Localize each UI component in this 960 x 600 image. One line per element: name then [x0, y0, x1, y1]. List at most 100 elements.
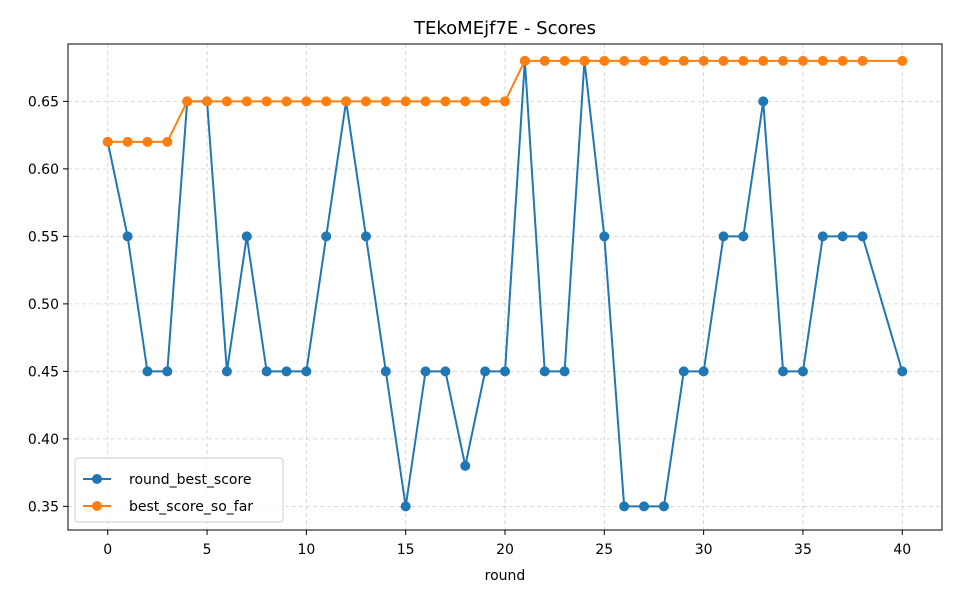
data-point-round_best_score: [619, 501, 630, 512]
data-point-best_score_so_far: [261, 96, 272, 107]
data-point-best_score_so_far: [559, 55, 570, 66]
series-best_score_so_far: [102, 55, 908, 147]
data-point-best_score_so_far: [182, 96, 193, 107]
x-tick-label: 30: [695, 542, 713, 558]
data-point-best_score_so_far: [221, 96, 232, 107]
series-layer: [102, 55, 908, 512]
data-point-round_best_score: [738, 231, 749, 242]
y-tick-label: 0.35: [28, 499, 59, 515]
data-point-round_best_score: [658, 501, 669, 512]
data-point-round_best_score: [440, 366, 451, 377]
data-point-best_score_so_far: [718, 55, 729, 66]
data-point-best_score_so_far: [142, 136, 153, 147]
data-point-best_score_so_far: [321, 96, 332, 107]
data-point-best_score_so_far: [202, 96, 213, 107]
x-tick-label: 35: [794, 542, 812, 558]
data-point-round_best_score: [500, 366, 510, 377]
data-point-round_best_score: [897, 366, 908, 377]
legend-marker-round_best_score: [92, 474, 102, 484]
data-point-round_best_score: [380, 366, 391, 377]
data-point-round_best_score: [281, 366, 292, 377]
data-point-best_score_so_far: [162, 136, 173, 147]
y-tick-label: 0.55: [28, 229, 59, 245]
data-point-round_best_score: [142, 366, 153, 377]
data-point-best_score_so_far: [837, 55, 848, 66]
data-point-best_score_so_far: [460, 96, 471, 107]
data-point-best_score_so_far: [738, 55, 749, 66]
x-tick-label: 20: [496, 542, 514, 558]
data-point-best_score_so_far: [281, 96, 292, 107]
data-point-round_best_score: [718, 231, 729, 242]
data-point-best_score_so_far: [480, 96, 491, 107]
data-point-best_score_so_far: [599, 55, 610, 66]
x-tick-label: 5: [203, 542, 212, 558]
y-tick-label: 0.60: [28, 162, 59, 178]
y-tick-label: 0.50: [28, 297, 59, 313]
data-point-round_best_score: [480, 366, 491, 377]
series-line-round_best_score: [106, 59, 904, 508]
data-point-round_best_score: [420, 366, 431, 377]
legend-box: [74, 457, 284, 523]
data-point-best_score_so_far: [102, 136, 113, 147]
x-axis-label: round: [485, 568, 526, 584]
data-point-best_score_so_far: [360, 96, 371, 107]
data-point-best_score_so_far: [639, 55, 650, 66]
data-point-best_score_so_far: [658, 55, 669, 66]
data-point-round_best_score: [758, 96, 769, 107]
data-point-best_score_so_far: [619, 55, 630, 66]
series-line-best_score_so_far: [107, 59, 903, 143]
x-tick-label: 0: [103, 542, 112, 558]
data-point-round_best_score: [857, 231, 868, 242]
x-tick-label: 10: [297, 542, 315, 558]
data-point-round_best_score: [599, 231, 610, 242]
data-point-best_score_so_far: [678, 55, 689, 66]
x-tick-label: 40: [893, 542, 911, 558]
data-point-best_score_so_far: [341, 96, 352, 107]
data-point-best_score_so_far: [301, 96, 312, 107]
data-point-best_score_so_far: [400, 96, 411, 107]
data-point-round_best_score: [817, 231, 828, 242]
data-point-round_best_score: [778, 366, 789, 377]
data-point-round_best_score: [559, 366, 570, 377]
data-point-round_best_score: [797, 366, 808, 377]
data-point-round_best_score: [698, 366, 709, 377]
legend: round_best_score best_score_so_far: [74, 457, 284, 523]
data-point-round_best_score: [837, 231, 848, 242]
data-point-round_best_score: [261, 366, 272, 377]
data-point-round_best_score: [639, 501, 650, 512]
data-point-round_best_score: [221, 366, 232, 377]
y-tick-label: 0.65: [28, 94, 59, 110]
data-point-best_score_so_far: [857, 55, 868, 66]
data-point-best_score_so_far: [579, 55, 590, 66]
data-point-best_score_so_far: [797, 55, 808, 66]
data-point-best_score_so_far: [380, 96, 391, 107]
data-point-round_best_score: [400, 501, 411, 512]
data-point-best_score_so_far: [539, 55, 550, 66]
data-point-round_best_score: [539, 366, 550, 377]
data-point-round_best_score: [122, 231, 133, 242]
data-point-best_score_so_far: [500, 96, 510, 107]
data-point-best_score_so_far: [440, 96, 451, 107]
chart-title: TEkoMEjf7E - Scores: [413, 18, 596, 39]
x-tick-label: 25: [595, 542, 613, 558]
data-point-best_score_so_far: [122, 136, 133, 147]
y-tick-label: 0.45: [28, 364, 59, 380]
data-point-round_best_score: [241, 231, 252, 242]
data-point-best_score_so_far: [241, 96, 252, 107]
data-point-round_best_score: [360, 231, 371, 242]
legend-label-best_score_so_far: best_score_so_far: [129, 499, 253, 515]
legend-marker-best_score_so_far: [92, 501, 102, 511]
data-point-round_best_score: [301, 366, 312, 377]
tick-layer: 0 5 10 15 20 25 30 35 40 0.35 0.40 0.45 0.50 0.55 0.60…: [28, 94, 911, 558]
legend-label-round_best_score: round_best_score: [129, 472, 252, 488]
series-round_best_score: [102, 55, 908, 512]
data-point-best_score_so_far: [897, 55, 908, 66]
data-point-round_best_score: [321, 231, 332, 242]
data-point-round_best_score: [678, 366, 689, 377]
data-point-best_score_so_far: [817, 55, 828, 66]
y-tick-label: 0.40: [28, 432, 59, 448]
x-tick-label: 15: [397, 542, 415, 558]
data-point-round_best_score: [162, 366, 173, 377]
data-point-best_score_so_far: [758, 55, 769, 66]
